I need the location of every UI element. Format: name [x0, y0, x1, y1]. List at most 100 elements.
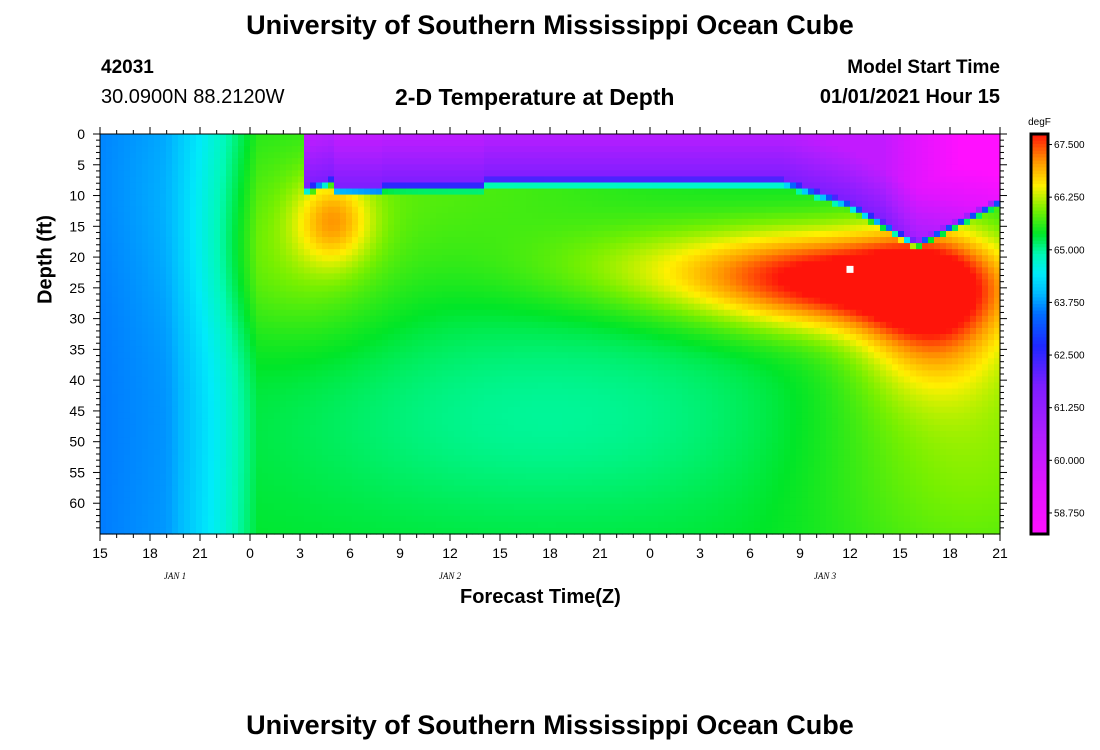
heatmap-cell: [226, 327, 233, 335]
heatmap-cell: [220, 370, 227, 378]
heatmap-cell: [436, 358, 443, 365]
heatmap-cell: [160, 255, 167, 262]
heatmap-cell: [220, 315, 227, 323]
heatmap-cell: [412, 255, 419, 262]
heatmap-cell: [250, 473, 257, 481]
heatmap-cell: [538, 521, 545, 529]
heatmap-cell: [448, 473, 455, 481]
heatmap-cell: [376, 212, 383, 220]
heatmap-cell: [478, 255, 485, 262]
heatmap-cell: [328, 164, 335, 171]
heatmap-cell: [448, 327, 455, 335]
heatmap-cell: [472, 527, 479, 535]
heatmap-cell: [346, 243, 353, 250]
heatmap-cell: [376, 358, 383, 365]
heatmap-cell: [328, 176, 335, 184]
heatmap-cell: [106, 146, 113, 153]
heatmap-cell: [172, 388, 179, 396]
heatmap-cell: [544, 194, 551, 202]
heatmap-cell: [472, 394, 479, 402]
heatmap-cell: [208, 230, 215, 238]
heatmap-cell: [538, 237, 545, 244]
heatmap-cell: [130, 412, 137, 420]
heatmap-cell: [424, 315, 431, 323]
heatmap-cell: [184, 418, 191, 426]
heatmap-cell: [472, 291, 479, 299]
heatmap-cell: [364, 212, 371, 220]
heatmap-cell: [112, 164, 119, 171]
heatmap-cell: [472, 273, 479, 281]
heatmap-cell: [190, 176, 197, 184]
heatmap-cell: [178, 455, 185, 462]
heatmap-cell: [112, 212, 119, 220]
heatmap-cell: [310, 430, 317, 438]
heatmap-cell: [334, 273, 341, 281]
heatmap-cell: [148, 170, 155, 178]
heatmap-cell: [148, 412, 155, 420]
heatmap-cell: [406, 218, 413, 226]
heatmap-cell: [508, 291, 515, 299]
heatmap-cell: [310, 321, 317, 329]
heatmap-cell: [406, 230, 413, 238]
heatmap-cell: [208, 491, 215, 499]
heatmap-cell: [220, 376, 227, 384]
heatmap-cell: [436, 279, 443, 287]
heatmap-cell: [448, 364, 455, 371]
heatmap-cell: [268, 461, 275, 468]
heatmap-cell: [532, 455, 539, 462]
heatmap-cell: [496, 382, 503, 390]
heatmap-cell: [178, 212, 185, 220]
heatmap-cell: [526, 315, 533, 323]
heatmap-cell: [244, 327, 251, 335]
heatmap-cell: [190, 503, 197, 511]
heatmap-cell: [358, 527, 365, 535]
heatmap-cell: [172, 303, 179, 311]
heatmap-cell: [388, 176, 395, 184]
heatmap-cell: [250, 297, 257, 305]
heatmap-cell: [178, 400, 185, 408]
heatmap-cell: [274, 170, 281, 178]
heatmap-cell: [364, 346, 371, 353]
heatmap-cell: [502, 303, 509, 311]
heatmap-cell: [508, 437, 515, 444]
heatmap-cell: [508, 237, 515, 244]
heatmap-cell: [466, 473, 473, 481]
heatmap-cell: [448, 370, 455, 378]
heatmap-cell: [328, 424, 335, 432]
heatmap-cell: [292, 527, 299, 535]
heatmap-cell: [388, 303, 395, 311]
heatmap-cell: [154, 467, 161, 474]
heatmap-cell: [418, 255, 425, 262]
heatmap-cell: [118, 340, 125, 347]
heatmap-cell: [112, 515, 119, 523]
heatmap-cell: [430, 152, 437, 159]
heatmap-cell: [184, 164, 191, 171]
heatmap-cell: [352, 491, 359, 499]
heatmap-cell: [238, 424, 245, 432]
heatmap-cell: [304, 400, 311, 408]
heatmap-cell: [178, 509, 185, 517]
heatmap-cell: [466, 267, 473, 274]
heatmap-cell: [340, 467, 347, 474]
heatmap-cell: [160, 515, 167, 523]
heatmap-cell: [148, 346, 155, 353]
heatmap-cell: [190, 509, 197, 517]
heatmap-cell: [484, 467, 491, 474]
heatmap-cell: [184, 170, 191, 178]
heatmap-cell: [124, 424, 131, 432]
heatmap-cell: [544, 346, 551, 353]
heatmap-cell: [292, 358, 299, 365]
heatmap-cell: [526, 146, 533, 153]
heatmap-cell: [502, 376, 509, 384]
heatmap-cell: [520, 303, 527, 311]
heatmap-cell: [544, 509, 551, 517]
heatmap-cell: [454, 521, 461, 529]
heatmap-cell: [490, 188, 497, 196]
heatmap-cell: [364, 146, 371, 153]
heatmap-cell: [244, 164, 251, 171]
heatmap-cell: [418, 461, 425, 468]
heatmap-cell: [292, 400, 299, 408]
heatmap-cell: [262, 364, 269, 371]
heatmap-cell: [172, 152, 179, 159]
heatmap-cell: [538, 279, 545, 287]
